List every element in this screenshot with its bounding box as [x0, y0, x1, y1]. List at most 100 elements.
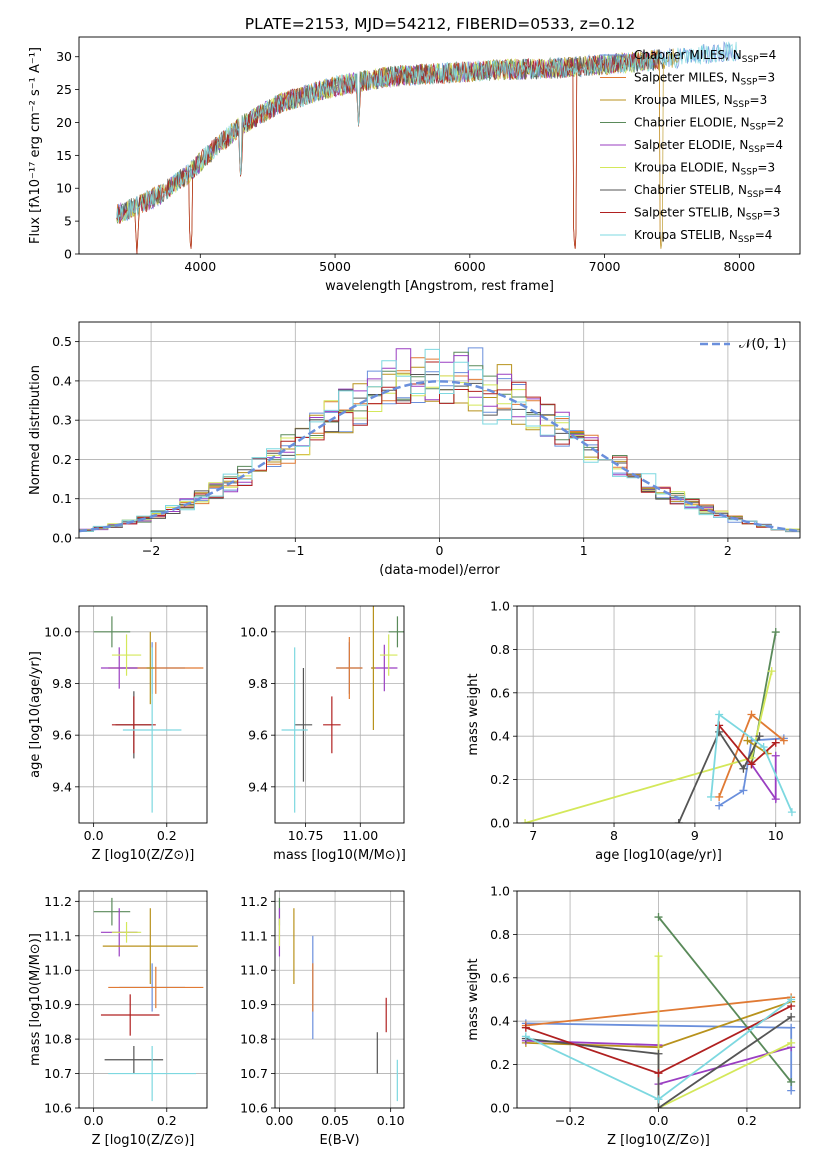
y-axis-label: Normed distribution [28, 365, 43, 495]
y-tick-label: 0.0 [52, 531, 72, 546]
weight-marker [787, 995, 796, 1004]
x-tick-label: 0.0 [84, 1113, 104, 1128]
weight-marker [771, 628, 780, 637]
legend-name: Salpeter MILES [634, 71, 724, 85]
weight-marker [787, 808, 796, 817]
legend-subscript: SSP [747, 190, 764, 200]
x-tick-label: 0.05 [321, 1113, 349, 1128]
weight-marker [747, 710, 756, 719]
x-tick-label: 0.00 [266, 1113, 294, 1128]
y-tick-label: 10.7 [44, 1066, 72, 1081]
y-tick-label: 10.6 [240, 1101, 268, 1116]
axes-frame [78, 36, 801, 255]
weight-marker [739, 764, 748, 773]
weight-marker [715, 792, 724, 801]
legend-entry: Salpeter STELIB, NSSP=3 [634, 206, 780, 223]
x-axis-label: Z [log10(Z/Z⊙)] [92, 1133, 195, 1148]
x-tick-label: 5000 [319, 259, 351, 274]
weight-marker [779, 736, 788, 745]
chart-age-vs-Z: 0.0 0.2 9.4 9.6 9.8 10.0 Z [log10(Z/Z⊙)] age [l… [28, 605, 208, 863]
plot-area-mass-vs-EBV [278, 897, 398, 1102]
y-tick-label: 0.0 [490, 1101, 510, 1116]
legend-nssp: 4 [769, 48, 777, 62]
y-tick-label: 10.0 [44, 624, 72, 639]
y-tick-label: 9.6 [52, 728, 72, 743]
weight-line [746, 739, 769, 755]
weight-line [524, 670, 773, 823]
weight-marker [787, 1038, 796, 1047]
legend-eq: = [757, 161, 767, 175]
weight-marker [767, 667, 776, 676]
legend-nssp: 4 [774, 183, 782, 197]
weight-marker [521, 1032, 530, 1041]
legend-eq: = [765, 138, 775, 152]
y-tick-label: 0.2 [52, 452, 72, 467]
y-tick-label: 0.4 [52, 373, 72, 388]
legend-subscript: SSP [742, 55, 759, 65]
legend-entry: Chabrier MILES, NSSP=4 [634, 48, 776, 65]
legend-eq: = [757, 71, 767, 85]
legend-name: Salpeter ELODIE [634, 138, 732, 152]
y-tick-label: 1.0 [490, 884, 510, 899]
y-tick-label: 9.6 [248, 728, 268, 743]
legend-suffix: , N [721, 228, 738, 242]
weight-line [718, 737, 784, 807]
legend-eq: = [750, 93, 760, 107]
legend-subscript: SSP [746, 213, 763, 223]
y-axis-label: mass weight [466, 673, 481, 755]
plot-area-residuals [79, 347, 800, 534]
axes-frame [274, 605, 405, 824]
y-tick-label: 0.2 [490, 1057, 510, 1072]
x-tick-label: 11.00 [342, 828, 378, 843]
legend-suffix: , N [733, 116, 750, 130]
legend-suffix: , N [732, 138, 749, 152]
legend-suffix: , N [724, 161, 741, 175]
y-tick-label: 0.0 [490, 816, 510, 831]
plot-area-weight-vs-Z [521, 913, 796, 1108]
weight-marker [787, 1023, 796, 1032]
legend-subscript: SSP [741, 168, 758, 178]
legend-suffix: , N [716, 93, 733, 107]
x-tick-label: 6000 [454, 259, 486, 274]
legend-eq: = [763, 206, 773, 220]
x-tick-label: 0.2 [157, 828, 177, 843]
legend-entry: Kroupa MILES, NSSP=3 [634, 93, 767, 110]
y-tick-label: 9.8 [52, 676, 72, 691]
legend-subscript: SSP [748, 145, 765, 155]
legend-nssp: 4 [765, 228, 773, 242]
weight-marker [654, 952, 663, 961]
x-tick-label: −1 [286, 543, 304, 558]
weight-marker [771, 751, 780, 760]
weight-marker [771, 795, 780, 804]
chart-mass-vs-EBV: 0.00 0.05 0.10 10.6 10.7 10.8 10.9 11.0 11.1 11.2… [240, 890, 405, 1148]
y-tick-label: 10.8 [240, 1032, 268, 1047]
legend-name: Kroupa MILES [634, 93, 716, 107]
legend-entry: Kroupa ELODIE, NSSP=3 [634, 161, 775, 178]
plot-area-spectrum [116, 41, 740, 254]
chart-title: PLATE=2153, MJD=54212, FIBERID=0533, z=0… [245, 15, 635, 33]
legend-suffix: , N [730, 183, 747, 197]
weight-marker [787, 1077, 796, 1086]
x-tick-label: 0.0 [84, 828, 104, 843]
legend-subscript: SSP [733, 100, 750, 110]
x-tick-label: 2 [724, 543, 732, 558]
y-axis-label: Flux [fλ10⁻¹⁷ erg cm⁻² s⁻¹ A⁻¹] [28, 47, 43, 244]
weight-marker [654, 913, 663, 922]
y-tick-label: 9.8 [248, 676, 268, 691]
x-axis-label: Z [log10(Z/Z⊙)] [92, 848, 195, 863]
spectrum-line [116, 50, 659, 254]
x-tick-label: 0 [436, 543, 444, 558]
x-tick-label: 1 [580, 543, 588, 558]
plot-area-age-vs-mass [281, 606, 404, 813]
weight-marker [707, 792, 716, 801]
y-tick-label: 1.0 [490, 599, 510, 614]
legend-name: Chabrier MILES [634, 48, 725, 62]
weight-marker [715, 801, 724, 810]
weight-marker [715, 710, 724, 719]
weight-marker [739, 786, 748, 795]
y-tick-label: 11.0 [44, 963, 72, 978]
legend-subscript: SSP [738, 235, 755, 245]
x-tick-label: 8 [610, 828, 618, 843]
x-tick-label: 0.2 [737, 1113, 757, 1128]
chart-residuals: −2 −1 0 1 2 0.0 0.1 0.2 0.3 0.4 0.5 (data-model)/er… [28, 321, 801, 578]
